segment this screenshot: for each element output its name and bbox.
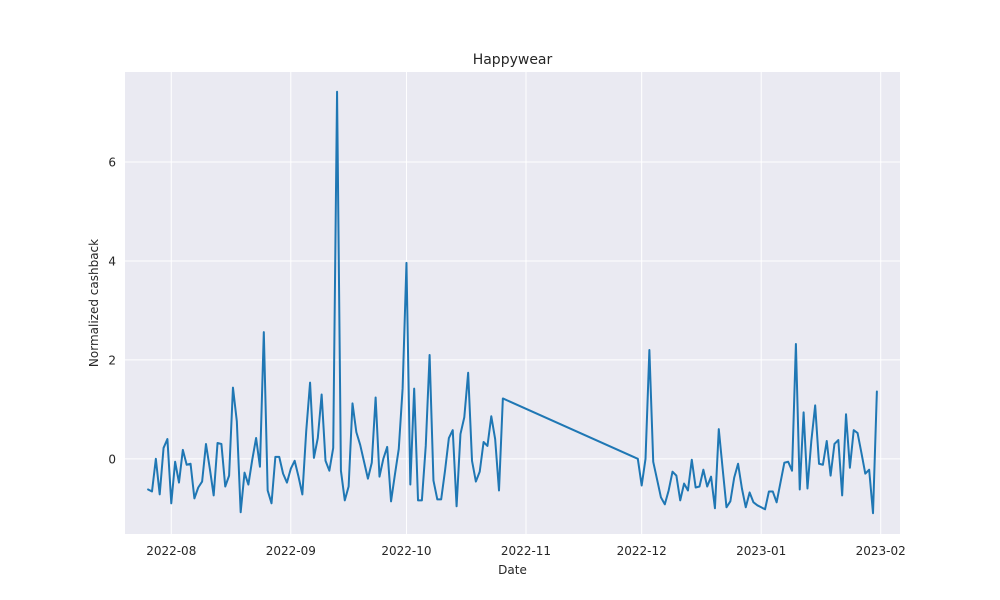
y-axis-title: Normalized cashback — [87, 239, 101, 367]
x-tick-label: 2023-02 — [856, 544, 906, 558]
y-tick-label: 6 — [108, 156, 116, 170]
x-tick-label: 2023-01 — [736, 544, 786, 558]
tick-labels: 2022-08 2022-09 2022-10 2022-11 2022-12 2023-… — [108, 156, 905, 558]
plot-area — [125, 72, 900, 534]
x-tick-label: 2022-10 — [381, 544, 431, 558]
x-tick-label: 2022-08 — [146, 544, 196, 558]
grid-lines — [125, 72, 900, 534]
y-tick-label: 4 — [108, 254, 116, 268]
x-tick-label: 2022-11 — [501, 544, 551, 558]
x-axis-title: Date — [498, 563, 527, 577]
x-tick-label: 2022-09 — [266, 544, 316, 558]
x-tick-label: 2022-12 — [617, 544, 667, 558]
chart-title: Happywear — [473, 52, 553, 68]
y-tick-label: 0 — [108, 452, 116, 466]
series-line — [147, 90, 878, 515]
y-tick-label: 2 — [108, 353, 116, 367]
